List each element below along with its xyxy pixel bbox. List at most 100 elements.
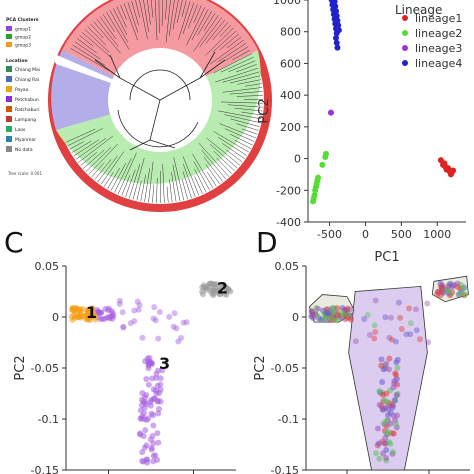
tree-leaf (235, 64, 257, 73)
data-point (69, 306, 76, 313)
data-point (388, 336, 395, 343)
y-tick-label: 1000 (273, 0, 301, 7)
data-point (319, 161, 326, 168)
legend-swatch (6, 42, 12, 47)
data-point (371, 335, 378, 342)
tree-leaf (205, 164, 220, 185)
tree-leaf (183, 163, 196, 197)
data-point (339, 309, 346, 316)
data-point (308, 308, 315, 315)
data-point (413, 327, 420, 334)
legend-swatch (6, 26, 12, 31)
legend-label: group1 (15, 27, 31, 33)
y-axis-label: PC2 (13, 355, 28, 380)
tree-leaf (90, 23, 104, 39)
data-point (451, 282, 458, 289)
data-point (347, 316, 354, 323)
legend-swatch (6, 116, 12, 122)
tree-leaf (165, 0, 167, 20)
data-point (383, 417, 390, 424)
legend-label: Petchabun (15, 97, 39, 103)
data-point (151, 304, 158, 311)
tree-leaf (244, 83, 262, 87)
data-point (374, 425, 381, 432)
data-point (175, 338, 182, 345)
legend-entry: lineage4 (415, 57, 462, 70)
tree-leaf (73, 139, 99, 157)
data-point (120, 324, 127, 331)
data-point (385, 366, 392, 373)
data-point (150, 422, 157, 429)
tree-leaf (181, 178, 188, 200)
data-point (441, 160, 448, 167)
tree-leaf (75, 137, 107, 160)
y-tick-label: -200 (276, 184, 301, 197)
data-point (171, 310, 178, 317)
tree-leaf (182, 2, 195, 34)
y-tick-label: 800 (280, 26, 301, 39)
tree-leaf (241, 128, 258, 135)
tree-leaf (162, 163, 165, 203)
panel-d-letter: D (256, 226, 278, 259)
legend-pca-items: group1 group2 group3 (6, 26, 31, 49)
tree-leaf (192, 153, 214, 189)
data-point (323, 314, 330, 321)
data-point (366, 331, 373, 338)
data-point (208, 280, 215, 287)
tree-leaf (206, 137, 240, 166)
tree-leaf (217, 136, 247, 156)
data-point (154, 367, 161, 374)
data-point (155, 335, 162, 342)
data-point (141, 416, 148, 423)
data-point (373, 450, 380, 457)
y-tick-label: -0.05 (271, 362, 299, 375)
data-point (116, 300, 123, 307)
data-point (96, 309, 103, 316)
data-point (378, 356, 385, 363)
tree-leaf (123, 3, 138, 41)
legend-label: No data (15, 147, 33, 153)
tree-leaf (182, 156, 200, 196)
data-point (200, 291, 207, 298)
data-point (139, 390, 146, 397)
tree-leaf (203, 156, 224, 182)
data-point (223, 286, 230, 293)
x-axis-label: PC1 (374, 250, 399, 265)
tree-leaf (206, 171, 217, 187)
data-point (150, 386, 157, 393)
data-point (326, 307, 333, 314)
data-point (131, 307, 138, 314)
y-tick-label: -0.1 (38, 413, 59, 426)
y-axis-label: PC2 (257, 98, 272, 123)
data-point (154, 430, 161, 437)
y-tick-label: 400 (280, 89, 301, 102)
data-point (314, 312, 321, 319)
tree-leaf (191, 8, 209, 41)
tree-leaf (193, 161, 210, 191)
data-point (382, 440, 389, 447)
legend-marker (402, 30, 408, 36)
data-point (389, 449, 396, 456)
tree-leaf (72, 44, 106, 66)
data-point (379, 379, 386, 386)
data-point (209, 290, 216, 297)
data-point (435, 288, 442, 295)
tree-leaf (148, 161, 154, 203)
data-point (153, 375, 160, 382)
tree-leaf (165, 0, 171, 43)
legend-swatch (6, 106, 12, 112)
tree-leaf (144, 168, 150, 202)
data-point (120, 323, 127, 330)
data-point (395, 299, 402, 306)
tree-leaf (147, 0, 151, 25)
data-point (150, 315, 157, 322)
tree-leaf (224, 114, 261, 124)
legend-swatch (6, 136, 12, 142)
data-point (143, 375, 150, 382)
data-point (178, 334, 185, 341)
data-point (412, 306, 419, 313)
x-tick-label: 500 (391, 228, 412, 241)
data-point (424, 300, 431, 307)
tree-leaf (241, 111, 262, 116)
